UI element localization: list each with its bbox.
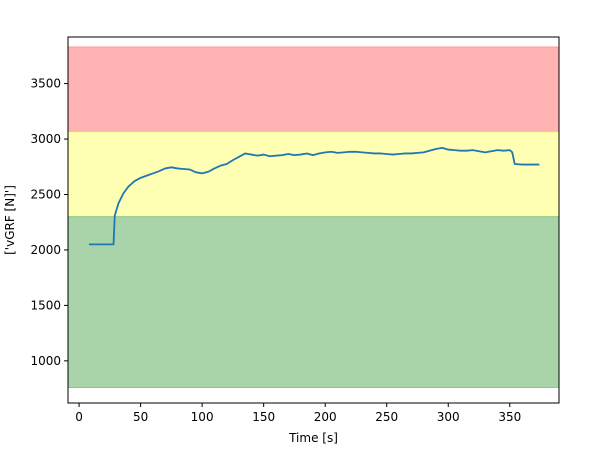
- band-green: [68, 217, 559, 388]
- x-tick-label: 50: [133, 410, 148, 424]
- y-axis-ticks: 1000 1500 2000 2500 3000 3500: [30, 77, 68, 368]
- y-tick-label: 3000: [30, 132, 61, 146]
- x-tick-label: 0: [75, 410, 83, 424]
- x-tick-label: 250: [375, 410, 398, 424]
- zone-bands: [68, 47, 559, 387]
- x-axis-ticks: 0 50 100 150 200 250 300 350: [75, 403, 521, 424]
- x-tick-label: 100: [191, 410, 214, 424]
- band-red: [68, 47, 559, 132]
- x-axis-label: Time [s]: [288, 431, 338, 445]
- y-tick-label: 3500: [30, 77, 61, 91]
- x-tick-label: 300: [437, 410, 460, 424]
- x-tick-label: 350: [498, 410, 521, 424]
- y-axis-label: ['vGRF [N]']: [3, 185, 17, 255]
- y-tick-label: 1500: [30, 298, 61, 312]
- x-tick-label: 200: [314, 410, 337, 424]
- x-tick-label: 150: [252, 410, 275, 424]
- y-tick-label: 2000: [30, 243, 61, 257]
- y-tick-label: 1000: [30, 354, 61, 368]
- band-yellow: [68, 132, 559, 216]
- y-tick-label: 2500: [30, 187, 61, 201]
